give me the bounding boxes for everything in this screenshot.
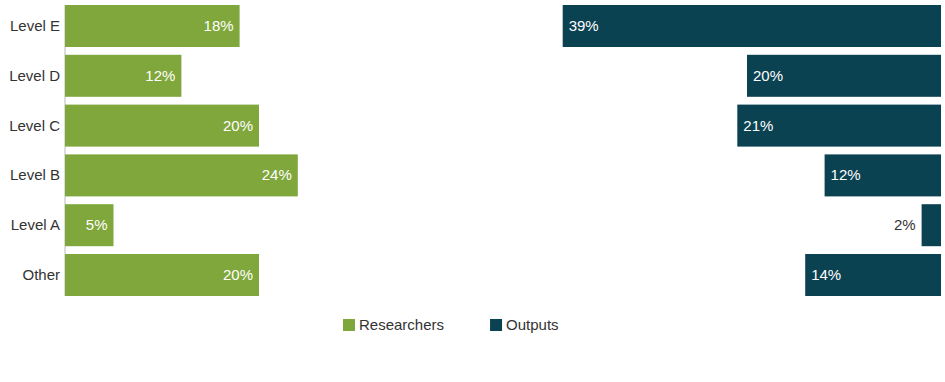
bar xyxy=(65,55,181,97)
bar xyxy=(825,154,941,196)
data-label: 20% xyxy=(223,117,253,134)
data-label: 5% xyxy=(86,216,108,233)
chart: Level E Level D Level C Level B Level A Other… xyxy=(0,0,945,382)
bar xyxy=(563,5,941,47)
bar xyxy=(747,55,941,97)
bar xyxy=(65,105,259,147)
data-label: 2% xyxy=(894,216,916,233)
category-label: Level B xyxy=(10,166,60,183)
bar-group xyxy=(563,5,941,296)
bar-group xyxy=(65,5,298,296)
bar xyxy=(805,254,941,296)
data-label: 18% xyxy=(204,17,234,34)
legend-label: Researchers xyxy=(359,316,444,333)
data-label: 39% xyxy=(569,17,599,34)
legend-label: Outputs xyxy=(506,316,559,333)
category-label: Level E xyxy=(10,17,60,34)
bar xyxy=(65,154,298,196)
bar xyxy=(737,105,941,147)
category-label: Level D xyxy=(9,67,60,84)
category-label: Other xyxy=(22,266,60,283)
category-label: Level C xyxy=(9,117,60,134)
legend-swatch xyxy=(490,319,502,331)
data-label: 21% xyxy=(743,117,773,134)
category-label: Level A xyxy=(11,216,60,233)
data-label: 24% xyxy=(262,166,292,183)
bar xyxy=(922,204,941,246)
data-label: 20% xyxy=(223,266,253,283)
axis-line xyxy=(65,5,66,296)
bar xyxy=(65,204,114,246)
bar xyxy=(65,5,240,47)
legend-swatch xyxy=(343,319,355,331)
data-label: 20% xyxy=(753,67,783,84)
bar xyxy=(65,254,259,296)
data-label: 12% xyxy=(831,166,861,183)
data-label: 12% xyxy=(145,67,175,84)
data-label: 14% xyxy=(811,266,841,283)
